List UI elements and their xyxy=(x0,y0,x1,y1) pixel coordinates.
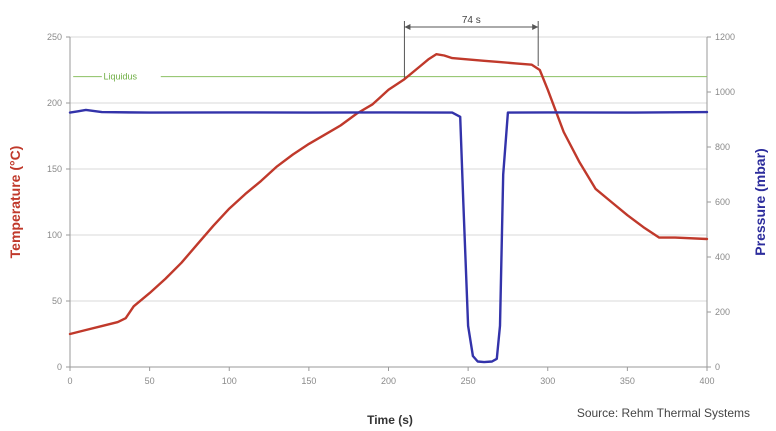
y-right-tick-label: 400 xyxy=(715,252,730,262)
x-tick-label: 250 xyxy=(461,376,476,386)
y-right-axis-ticks: 0 200 400 600 800 1000 1200 xyxy=(707,32,735,372)
pressure-line xyxy=(70,110,707,362)
x-tick-label: 400 xyxy=(699,376,714,386)
x-tick-label: 200 xyxy=(381,376,396,386)
y-left-tick-label: 0 xyxy=(57,362,62,372)
y-left-tick-label: 50 xyxy=(52,296,62,306)
y-left-tick-label: 150 xyxy=(47,164,62,174)
span-annotation: 74 s xyxy=(404,15,538,79)
y-right-tick-label: 1000 xyxy=(715,87,735,97)
x-tick-label: 150 xyxy=(301,376,316,386)
span-arrow-head-right xyxy=(532,24,538,30)
y-left-axis-ticks: 0 50 100 150 200 250 xyxy=(47,32,70,372)
x-tick-label: 0 xyxy=(67,376,72,386)
source-text: Source: Rehm Thermal Systems xyxy=(577,406,750,420)
x-tick-label: 350 xyxy=(620,376,635,386)
span-label: 74 s xyxy=(462,15,481,26)
liquidus-label: Liquidus xyxy=(103,72,137,82)
y-axis-right-label: Pressure (mbar) xyxy=(752,148,768,255)
liquidus-annotation: Liquidus xyxy=(73,72,707,82)
temperature-line xyxy=(70,54,707,334)
y-right-tick-label: 1200 xyxy=(715,32,735,42)
x-axis-label: Time (s) xyxy=(367,413,413,427)
y-right-tick-label: 600 xyxy=(715,197,730,207)
y-axis-left-label: Temperature (°C) xyxy=(7,146,23,259)
y-left-tick-label: 200 xyxy=(47,98,62,108)
span-arrow-head-left xyxy=(404,24,410,30)
y-right-tick-label: 800 xyxy=(715,142,730,152)
x-axis-ticks: 0 50 100 150 200 250 300 350 400 xyxy=(67,367,714,386)
y-left-tick-label: 100 xyxy=(47,230,62,240)
y-right-tick-label: 200 xyxy=(715,307,730,317)
x-tick-label: 100 xyxy=(222,376,237,386)
y-right-tick-label: 0 xyxy=(715,362,720,372)
x-tick-label: 50 xyxy=(145,376,155,386)
y-left-tick-label: 250 xyxy=(47,32,62,42)
series-lines xyxy=(70,54,707,362)
x-tick-label: 300 xyxy=(540,376,555,386)
